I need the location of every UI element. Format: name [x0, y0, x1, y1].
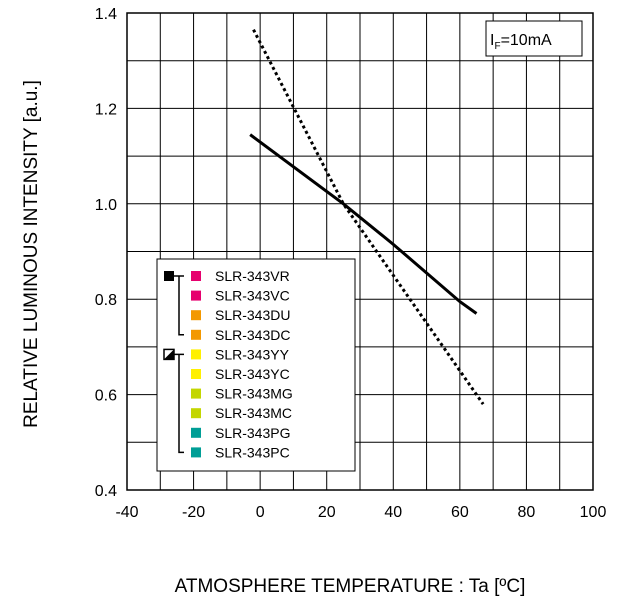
series-line-solid	[249, 133, 478, 315]
legend-swatch	[191, 290, 201, 301]
legend-bracket	[174, 275, 184, 336]
condition-box: IF=10mA	[485, 20, 583, 57]
legend-label: SLR-343VC	[215, 288, 290, 304]
legend-label: SLR-343YC	[215, 366, 290, 382]
legend-swatch	[191, 271, 201, 281]
x-tick-label: 0	[256, 504, 265, 521]
y-tick-label: 0.8	[95, 292, 117, 309]
legend-label: SLR-343DC	[215, 327, 290, 343]
y-axis-label: RELATIVE LUMINOUS INTENSITY [a.u.]	[21, 80, 42, 428]
x-tick-label: -20	[182, 504, 205, 521]
x-tick-label: 20	[318, 504, 336, 521]
x-tick-label: 100	[580, 504, 607, 521]
series-layer	[249, 29, 485, 405]
condition-prefix: I	[490, 32, 494, 49]
legend-label: SLR-343YY	[215, 346, 290, 362]
condition-label: IF=10mA	[490, 32, 552, 52]
y-tick-label: 1.0	[95, 197, 117, 214]
legend-label: SLR-343DU	[215, 307, 290, 323]
legend-bracket	[174, 353, 184, 454]
legend-box	[156, 258, 356, 472]
y-tick-label: 0.4	[95, 483, 117, 500]
plot-frame	[126, 12, 594, 491]
grid	[127, 13, 593, 490]
legend-swatch	[191, 427, 201, 438]
y-tick-label: 1.2	[95, 101, 117, 118]
x-axis-label: ATMOSPHERE TEMPERATURE : Ta [ºC]	[175, 576, 526, 597]
legend-label: SLR-343PC	[215, 444, 290, 460]
condition-subscript: F	[494, 41, 500, 52]
legend-swatch	[191, 408, 201, 419]
legend-swatch	[191, 369, 201, 379]
legend: SLR-343VR SLR-343VC SLR-343DU SLR-343DC SLR-…	[156, 258, 356, 472]
legend-label: SLR-343MG	[215, 386, 293, 402]
legend-swatch	[191, 329, 201, 340]
legend-group-marker-solid	[164, 271, 174, 281]
y-tick-label: 0.6	[95, 388, 117, 405]
legend-label: SLR-343VR	[215, 268, 290, 284]
y-tick-label: 1.4	[95, 6, 117, 23]
condition-suffix: =10mA	[501, 32, 552, 49]
x-tick-label: -40	[115, 504, 138, 521]
tick-labels: -40 -20 0 20 40 60 80 100 0.4 0.6 0.8 1.0 1.2 1.4	[95, 6, 607, 521]
legend-group-marker-fill	[164, 349, 174, 360]
legend-swatch	[191, 310, 201, 321]
legend-swatch	[191, 388, 201, 399]
legend-swatch	[191, 447, 201, 458]
legend-swatch	[191, 349, 201, 360]
x-tick-label: 80	[518, 504, 536, 521]
x-tick-label: 60	[451, 504, 469, 521]
x-tick-label: 40	[384, 504, 402, 521]
legend-label: SLR-343PG	[215, 425, 290, 441]
legend-label: SLR-343MC	[215, 405, 292, 421]
